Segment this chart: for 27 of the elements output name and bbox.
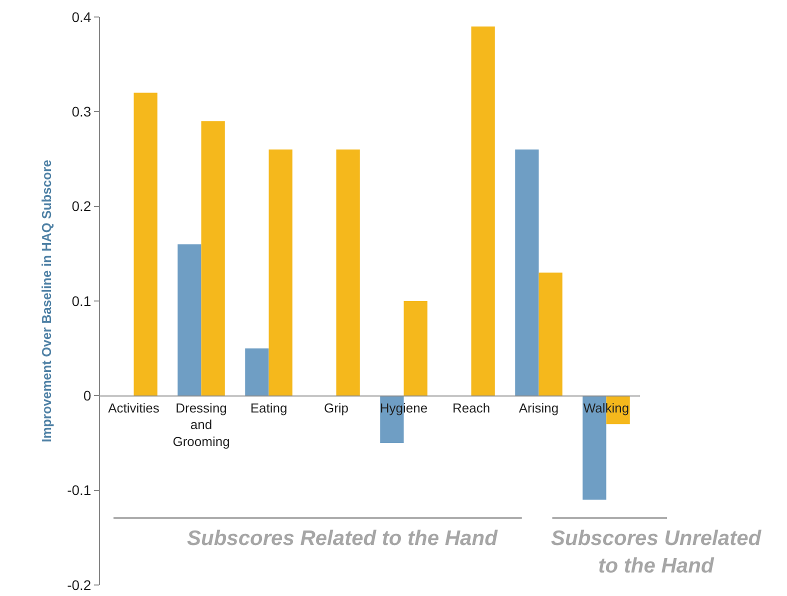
bar bbox=[245, 348, 269, 396]
x-tick-label: Grip bbox=[324, 400, 349, 416]
y-tick-label: 0.4 bbox=[72, 8, 92, 25]
bar bbox=[336, 150, 360, 396]
bar bbox=[178, 244, 202, 396]
y-axis-title: Improvement Over Baseline in HAQ Subscore bbox=[39, 160, 54, 442]
bar bbox=[538, 272, 562, 396]
bar bbox=[404, 301, 428, 396]
x-tick-label: Hygiene bbox=[380, 400, 428, 416]
x-tick-label: Eating bbox=[250, 400, 288, 416]
bar bbox=[134, 92, 158, 396]
bar bbox=[268, 150, 292, 396]
y-tick-label: 0 bbox=[83, 388, 92, 404]
y-tick-label: 0.3 bbox=[72, 104, 92, 120]
y-tick-label: 0.2 bbox=[72, 198, 92, 214]
x-tick-label: Activities bbox=[108, 400, 160, 416]
annotation: Subscores Unrelated to the Hand bbox=[551, 527, 762, 578]
y-tick-label: 0.1 bbox=[72, 292, 92, 309]
x-tick-label: Reach bbox=[452, 400, 490, 416]
annotation: Subscores Related to the Hand bbox=[187, 527, 499, 550]
bar bbox=[471, 26, 495, 396]
x-tick-label: Arising bbox=[518, 400, 559, 416]
bar bbox=[201, 121, 225, 396]
y-tick-label: -0.1 bbox=[67, 482, 92, 498]
x-tick-label: Dressing and Grooming bbox=[172, 400, 230, 450]
bar bbox=[515, 150, 539, 396]
y-tick-label: -0.2 bbox=[67, 576, 92, 593]
